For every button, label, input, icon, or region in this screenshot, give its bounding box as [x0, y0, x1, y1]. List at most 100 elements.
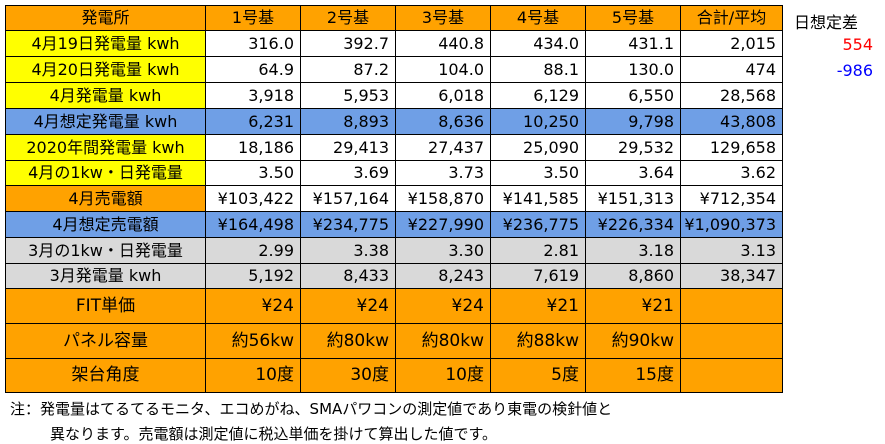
table-cell: 3.73	[395, 160, 491, 186]
table-cell: 3.62	[680, 160, 783, 186]
table-cell: 4月想定売電額	[5, 211, 206, 238]
header-cell: 3号基	[395, 5, 491, 31]
table-cell: 6,018	[395, 82, 491, 109]
table-cell: 28,568	[680, 82, 783, 109]
table-cell: 6,550	[585, 82, 681, 109]
table-cell: 8,433	[300, 263, 396, 289]
table-cell: 474	[680, 56, 783, 83]
table-cell: 10度	[205, 358, 301, 393]
table-cell: 3,918	[205, 82, 301, 109]
table-cell: 8,243	[395, 263, 491, 289]
table-cell: ¥141,585	[490, 185, 586, 212]
table-cell: 6,231	[205, 108, 301, 135]
table-cell: ¥158,870	[395, 185, 491, 212]
table-cell: ¥24	[300, 288, 396, 324]
table-cell	[680, 323, 783, 359]
table-cell: 30度	[300, 358, 396, 393]
table-cell: 5,953	[300, 82, 396, 109]
table-cell: 29,413	[300, 134, 396, 161]
table-cell: 434.0	[490, 30, 586, 57]
table-cell: ¥226,334	[585, 211, 681, 238]
header-cell: 2号基	[300, 5, 396, 31]
table-cell: ¥151,313	[585, 185, 681, 212]
table-cell: 10,250	[490, 108, 586, 135]
note-line: 異なります。売電額は測定値に税込単価を掛けて算出した値です。	[50, 425, 498, 443]
table-cell: 5,192	[205, 263, 301, 289]
table-cell: FIT単価	[5, 288, 206, 324]
table-cell	[680, 288, 783, 324]
header-cell: 4号基	[490, 5, 586, 31]
table-cell: 3.64	[585, 160, 681, 186]
table-cell: 架台角度	[5, 358, 206, 393]
table-cell: 104.0	[395, 56, 491, 83]
table-cell: ¥157,164	[300, 185, 396, 212]
table-cell: 440.8	[395, 30, 491, 57]
table-cell: ¥227,990	[395, 211, 491, 238]
table-cell: 316.0	[205, 30, 301, 57]
table-cell: 3.50	[205, 160, 301, 186]
table-cell: 29,532	[585, 134, 681, 161]
table-cell: 約80kw	[395, 323, 491, 359]
header-cell: 5号基	[585, 5, 681, 31]
table-cell: 4月売電額	[5, 185, 206, 212]
table-cell: 87.2	[300, 56, 396, 83]
table-cell: 2.81	[490, 237, 586, 264]
table-cell: 3月発電量 kwh	[5, 263, 206, 289]
table-cell: 8,636	[395, 108, 491, 135]
table-cell: 約80kw	[300, 323, 396, 359]
table-cell: 3月の1kw・日発電量	[5, 237, 206, 264]
table-cell: ¥164,498	[205, 211, 301, 238]
table-cell: ¥234,775	[300, 211, 396, 238]
table-cell: 2.99	[205, 237, 301, 264]
table-cell: 3.38	[300, 237, 396, 264]
table-cell: 3.13	[680, 237, 783, 264]
note-line: 注：発電量はてるてるモニタ、エコめがね、SMAパワコンの測定値であり東電の検針値…	[10, 400, 613, 418]
table-cell: 5度	[490, 358, 586, 393]
table-cell: 約56kw	[205, 323, 301, 359]
table-cell: 約88kw	[490, 323, 586, 359]
table-cell: 2,015	[680, 30, 783, 57]
table-cell: 3.69	[300, 160, 396, 186]
table-cell: 130.0	[585, 56, 681, 83]
table-cell: 3.50	[490, 160, 586, 186]
table-cell: ¥24	[205, 288, 301, 324]
table-cell	[680, 358, 783, 393]
table-cell: 18,186	[205, 134, 301, 161]
table-cell: 4月19日発電量 kwh	[5, 30, 206, 57]
table-cell: 3.30	[395, 237, 491, 264]
header-cell: 合計/平均	[680, 5, 783, 31]
table-cell: ¥236,775	[490, 211, 586, 238]
table-cell: 4月想定発電量 kwh	[5, 108, 206, 135]
table-cell: 3.18	[585, 237, 681, 264]
table-cell: 8,893	[300, 108, 396, 135]
table-cell: 9,798	[585, 108, 681, 135]
table-cell: ¥103,422	[205, 185, 301, 212]
table-cell: 4月20日発電量 kwh	[5, 56, 206, 83]
table-cell: 10度	[395, 358, 491, 393]
table-cell: 43,808	[680, 108, 783, 135]
table-cell: 392.7	[300, 30, 396, 57]
table-cell: 6,129	[490, 82, 586, 109]
header-cell: 発電所	[5, 5, 206, 31]
table-cell: 約90kw	[585, 323, 681, 359]
side-value: -986	[836, 61, 873, 80]
table-cell: ¥21	[490, 288, 586, 324]
table-cell: ¥21	[585, 288, 681, 324]
table-cell: 4月の1kw・日発電量	[5, 160, 206, 186]
header-cell: 1号基	[205, 5, 301, 31]
table-cell: 7,619	[490, 263, 586, 289]
table-cell: 25,090	[490, 134, 586, 161]
side-title: 日想定差	[794, 13, 859, 32]
table-cell: 15度	[585, 358, 681, 393]
table-cell: ¥1,090,373	[680, 211, 783, 238]
table-cell: 38,347	[680, 263, 783, 289]
table-cell: 4月発電量 kwh	[5, 82, 206, 109]
table-cell: 2020年間発電量 kwh	[5, 134, 206, 161]
table-cell: 8,860	[585, 263, 681, 289]
side-value: 554	[842, 35, 873, 54]
table-cell: ¥712,354	[680, 185, 783, 212]
table-cell: 88.1	[490, 56, 586, 83]
table-cell: 431.1	[585, 30, 681, 57]
table-cell: 64.9	[205, 56, 301, 83]
